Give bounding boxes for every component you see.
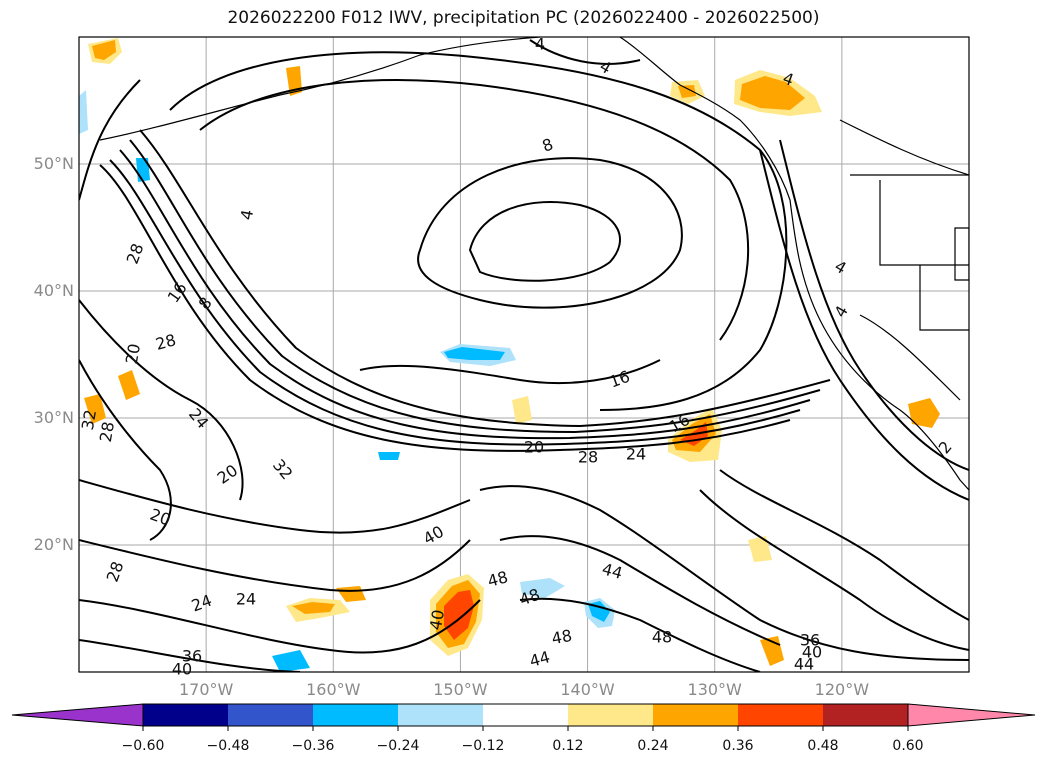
colorbar-tick-label: −0.36 — [291, 738, 335, 754]
colorbar-segment — [653, 704, 738, 726]
contour-label: 40 — [802, 643, 822, 662]
contour-label: 40 — [426, 608, 448, 631]
contour-label: 44 — [794, 655, 814, 674]
colorbar-tick-label: −0.60 — [121, 738, 165, 754]
contour-label: 4 — [237, 208, 257, 221]
contour-label: 48 — [485, 567, 510, 591]
colorbar-segment — [143, 704, 228, 726]
contour-label: 24 — [626, 445, 646, 464]
contour-label: 40 — [172, 660, 192, 679]
colorbar-segment — [568, 704, 653, 726]
contour-label: 32 — [78, 408, 100, 431]
lon-label: 170°W — [178, 680, 234, 699]
colorbar-segment — [228, 704, 313, 726]
colorbar-segment — [823, 704, 908, 726]
lat-label: 50°N — [33, 154, 74, 173]
colorbar-extend-high — [907, 703, 1036, 727]
lat-label: 30°N — [33, 408, 74, 427]
colorbar-tick-label: 0.36 — [722, 738, 754, 754]
contour-label: 36 — [800, 631, 820, 650]
contour-label: 48 — [550, 626, 573, 648]
colorbar-segment — [313, 704, 398, 726]
lon-label: 120°W — [814, 680, 870, 699]
contour-label: 28 — [153, 330, 178, 354]
map-content — [79, 37, 969, 672]
lon-label: 140°W — [560, 680, 615, 699]
precip-fill-layer — [79, 38, 940, 672]
colorbar-tick-label: 0.48 — [807, 738, 839, 754]
colorbar-tick-label: 0.60 — [892, 738, 924, 754]
contour-label: 28 — [578, 448, 598, 467]
colorbar-outline — [142, 703, 909, 727]
map-frame — [78, 36, 970, 673]
colorbar-segment — [738, 704, 823, 726]
contour-label: 24 — [236, 590, 256, 609]
contour-label: 44 — [527, 647, 552, 671]
colorbar-segment — [398, 704, 483, 726]
colorbar-tick-label: 0.24 — [637, 738, 669, 754]
contour-label: 48 — [652, 628, 672, 647]
lat-label: 40°N — [33, 281, 74, 300]
contour-label: 4 — [535, 35, 545, 54]
iwv-contours — [79, 39, 969, 672]
contour-label: 28 — [96, 420, 118, 443]
map-background — [79, 37, 969, 672]
contour-label: 36 — [182, 647, 202, 666]
colorbar-tick-label: −0.24 — [376, 738, 420, 754]
colorbar-tick-label: −0.12 — [461, 738, 505, 754]
coastlines — [99, 37, 969, 491]
colorbar-tick-label: −0.48 — [206, 738, 250, 754]
lon-label: 160°W — [306, 680, 361, 699]
colorbar-tick-label: 0.12 — [552, 738, 584, 754]
colorbar-extend-low — [11, 703, 144, 727]
lon-label: 150°W — [433, 680, 488, 699]
map-title: 2026022200 F012 IWV, precipitation PC (2… — [227, 8, 820, 28]
contour-label: 20 — [524, 438, 544, 457]
contour-label: 44 — [600, 559, 625, 583]
colorbar — [11, 703, 1036, 731]
colorbar-segment — [483, 704, 568, 726]
lat-label: 20°N — [33, 535, 74, 554]
lon-label: 130°W — [687, 680, 742, 699]
contour-label: 20 — [122, 342, 144, 365]
